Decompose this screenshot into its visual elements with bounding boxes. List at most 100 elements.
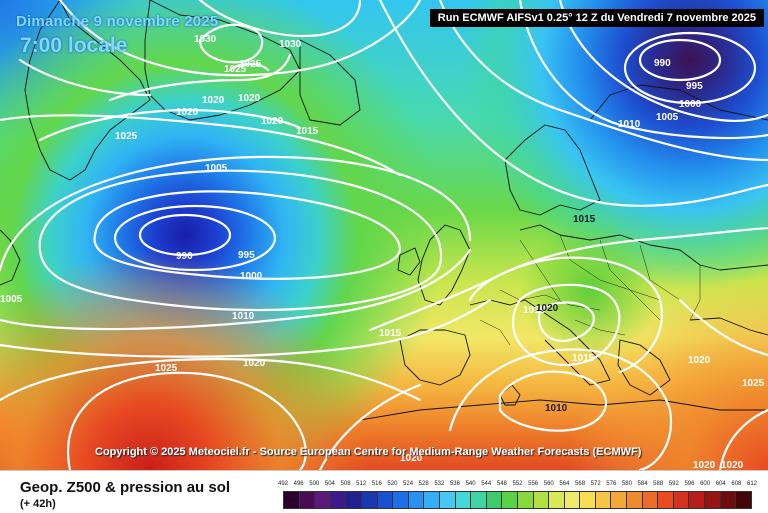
legend-label: 548	[496, 481, 507, 487]
legend-swatch	[299, 492, 316, 508]
isobar-label: 1005	[205, 163, 228, 174]
isobar-label: 1020	[688, 355, 711, 366]
legend-swatch	[517, 492, 534, 508]
forecast-time: 7:00 locale	[20, 34, 128, 57]
isobar-label: 990	[654, 58, 671, 69]
isobar-label: 1005	[0, 294, 23, 305]
legend-label: 524	[403, 481, 414, 487]
isobar-label: 1015	[573, 214, 596, 225]
weather-map: 1030 1025 1025 1030 1020 1020 1020 1025 …	[0, 0, 768, 470]
isobar-label: 1010	[545, 403, 568, 414]
legend-label: 556	[528, 481, 539, 487]
legend-label: 552	[512, 481, 523, 487]
legend-swatch	[658, 492, 674, 508]
legend-label: 516	[371, 481, 382, 487]
legend-swatch	[346, 492, 362, 508]
legend-swatch	[284, 492, 300, 508]
isobar-label: 1025	[742, 378, 765, 389]
legend-swatch	[705, 492, 721, 508]
isobar-label: 1020	[202, 95, 225, 106]
isobar-label: 1025	[239, 59, 262, 70]
legend-swatch	[720, 492, 737, 508]
legend-swatch	[611, 492, 628, 508]
isobar-label: 1030	[194, 34, 217, 45]
product-title: Geop. Z500 & pression au sol	[20, 479, 231, 496]
legend-swatch	[595, 492, 612, 508]
isobar-label: 1000	[240, 271, 263, 282]
isobar-label: 1020	[176, 107, 199, 118]
legend-label: 496	[293, 481, 304, 487]
legend-label: 612	[746, 481, 758, 487]
legend-label: 568	[575, 481, 586, 487]
legend-label: 508	[340, 481, 351, 487]
isobar-label: 1005	[656, 112, 679, 123]
isobar-label: 1020	[238, 93, 261, 104]
isobar-label: 1025	[115, 131, 138, 142]
model-run-banner: Run ECMWF AIFSv1 0.25° 12 Z du Vendredi …	[429, 9, 764, 27]
isobar-label: 995	[686, 81, 703, 92]
isobar-label: 1020	[721, 460, 744, 470]
legend-swatch	[393, 492, 409, 508]
legend-label: 572	[590, 481, 601, 487]
footer-bar: Geop. Z500 & pression au sol (+ 42h) 492…	[0, 470, 768, 513]
legend-swatch	[673, 492, 690, 508]
legend-swatch	[424, 492, 440, 508]
isobar-label: 1025	[155, 363, 178, 374]
isobar-label: 1000	[679, 99, 702, 110]
legend-label: 600	[700, 481, 711, 487]
isobar-label: 1010	[232, 311, 255, 322]
isobar-label: 1015	[523, 305, 546, 316]
legend-swatch	[471, 492, 487, 508]
legend-label: 512	[356, 481, 367, 487]
legend-swatch	[627, 492, 643, 508]
isobar-label: 1015	[296, 126, 319, 137]
legend-label: 604	[715, 481, 726, 487]
legend-swatch	[330, 492, 347, 508]
isobars	[0, 0, 768, 470]
legend-swatch	[580, 492, 596, 508]
legend-swatch	[533, 492, 550, 508]
isobar-label: 1020	[693, 460, 716, 470]
legend-swatch	[377, 492, 394, 508]
legend-swatch	[315, 492, 331, 508]
legend-label: 528	[418, 481, 429, 487]
legend-label: 544	[481, 481, 492, 487]
isobar-label: 1020	[400, 453, 423, 464]
legend-label: 580	[621, 481, 632, 487]
isobar-label: 990	[176, 251, 193, 262]
legend-swatch	[455, 492, 472, 508]
isobar-label: 1020	[536, 303, 559, 314]
legend-swatch	[564, 492, 581, 508]
map-canvas: 1030 1025 1025 1030 1020 1020 1020 1025 …	[0, 0, 768, 470]
isobar-label: 1010	[618, 119, 641, 130]
legend-label: 584	[637, 481, 648, 487]
isobar-label: 995	[238, 250, 255, 261]
legend-swatch	[486, 492, 503, 508]
legend-label: 492	[277, 481, 289, 487]
legend-label: 564	[559, 481, 570, 487]
legend-label: 520	[387, 481, 398, 487]
legend-label: 576	[606, 481, 617, 487]
legend-label: 500	[309, 481, 320, 487]
legend-swatch	[736, 492, 751, 508]
legend-label: 532	[434, 481, 445, 487]
legend-swatch	[549, 492, 565, 508]
legend-swatch	[408, 492, 425, 508]
legend-swatch	[502, 492, 518, 508]
legend-swatch	[689, 492, 706, 508]
isobar-label: 1020	[261, 116, 284, 127]
isobar-label: 1025	[224, 64, 247, 75]
isobar-label: 1015	[572, 353, 595, 364]
legend-swatch	[361, 492, 378, 508]
legend-label: 588	[653, 481, 664, 487]
legend-label: 540	[465, 481, 476, 487]
legend-swatch	[439, 492, 456, 508]
legend-swatches	[283, 491, 752, 509]
forecast-step: (+ 42h)	[20, 498, 56, 510]
legend-label: 536	[449, 481, 460, 487]
isobar-label: 1020	[243, 358, 266, 369]
legend-label: 608	[731, 481, 742, 487]
forecast-date: Dimanche 9 novembre 2025	[16, 13, 219, 30]
color-legend: 492 496 500 504 508 512 516 520 524 528 532 536 540 5…	[278, 481, 757, 509]
legend-label: 596	[684, 481, 695, 487]
